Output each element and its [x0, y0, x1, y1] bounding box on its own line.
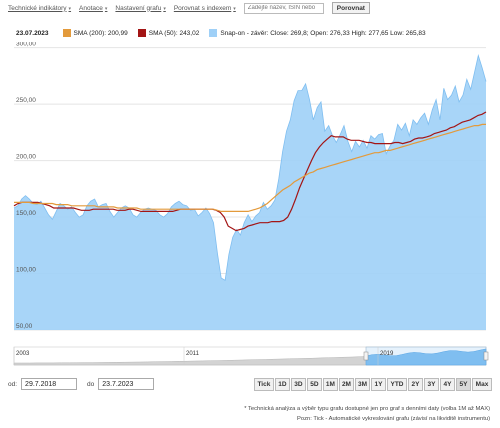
legend-item-price: Snap-on - závěr: Close: 269,8; Open: 276…	[209, 29, 426, 37]
sma200-line	[14, 123, 486, 212]
navigator-year-label: 2019	[380, 351, 394, 357]
to-label: do	[87, 380, 95, 388]
chart-settings-link[interactable]: Nastavení grafu ▾	[115, 4, 166, 12]
legend-swatch	[62, 29, 71, 37]
navigator-handle-left[interactable]	[363, 351, 369, 361]
range-button-3d[interactable]: 3D	[290, 377, 306, 391]
footnote-tick: Pozn: Tick - Automatické vykreslování gr…	[297, 416, 490, 422]
range-button-tick[interactable]: Tick	[253, 377, 274, 391]
sma50-line	[13, 111, 487, 232]
y-tick-label: 100,00	[16, 267, 36, 274]
to-date-input[interactable]	[98, 378, 155, 390]
legend-swatch	[209, 29, 218, 37]
navigator[interactable]: 2003 2011 2019	[13, 346, 489, 366]
range-buttons: Tick 1D 3D 5D 1M 2M 3M 1Y YTD 2Y 3Y 4Y 5Y Max	[253, 377, 492, 391]
range-button-max[interactable]: Max	[472, 377, 492, 391]
compare-search-input[interactable]	[243, 2, 324, 14]
y-tick-label: 50,00	[16, 323, 33, 330]
range-button-5d[interactable]: 5D	[306, 377, 322, 391]
legend-swatch	[137, 29, 146, 37]
footnote-technical: * Technická analýza a výběr typu grafu d…	[244, 406, 490, 412]
range-button-5y[interactable]: 5Y	[456, 377, 471, 391]
price-area	[14, 55, 486, 330]
y-tick-label: 150,00	[16, 210, 36, 217]
range-button-ytd[interactable]: YTD	[387, 377, 407, 391]
price-chart[interactable]: 300,00 250,00 200,00 150,00 100,00 50,00 2003…	[0, 42, 500, 372]
y-axis-labels: 300,00 250,00 200,00 150,00 100,00 50,00	[16, 42, 36, 330]
legend-item-sma200: SMA (200): 200,99	[62, 29, 128, 37]
range-button-3m[interactable]: 3M	[354, 377, 370, 391]
annotations-link[interactable]: Anotace ▾	[79, 4, 108, 12]
price-line	[13, 54, 487, 281]
from-date-input[interactable]	[21, 378, 78, 390]
navigator-year-label: 2011	[186, 351, 200, 357]
chevron-down-icon: ▾	[68, 5, 72, 12]
range-button-2m[interactable]: 2M	[338, 377, 354, 391]
chart-marks	[13, 54, 487, 330]
range-button-2y[interactable]: 2Y	[408, 377, 423, 391]
compare-button[interactable]: Porovnat	[331, 2, 370, 14]
compare-with-index-link[interactable]: Porovnat s indexem ▾	[173, 4, 236, 12]
navigator-handle-right[interactable]	[483, 351, 489, 361]
range-button-1d[interactable]: 1D	[274, 377, 290, 391]
legend-date: 23.07.2023	[16, 29, 49, 37]
from-label: od:	[8, 380, 18, 388]
range-button-1y[interactable]: 1Y	[371, 377, 386, 391]
navigator-selected-area	[365, 348, 487, 366]
y-tick-label: 200,00	[16, 154, 36, 161]
navigator-year-label: 2003	[16, 351, 30, 357]
technical-indicators-link[interactable]: Technické indikátory ▾	[8, 4, 72, 12]
chevron-down-icon: ▾	[104, 5, 108, 12]
chart-toolbar: Technické indikátory ▾ Anotace ▾ Nastavení…	[0, 0, 500, 16]
legend-item-sma50: SMA (50): 243,02	[137, 29, 199, 37]
range-button-3y[interactable]: 3Y	[424, 377, 439, 391]
chevron-down-icon: ▾	[233, 5, 236, 12]
y-tick-label: 250,00	[16, 97, 36, 104]
y-tick-label: 300,00	[16, 42, 36, 48]
chevron-down-icon: ▾	[163, 5, 166, 12]
range-button-4y[interactable]: 4Y	[440, 377, 455, 391]
chart-legend: 23.07.2023 SMA (200): 200,99 SMA (50): 2…	[16, 26, 486, 40]
range-button-1m[interactable]: 1M	[322, 377, 338, 391]
